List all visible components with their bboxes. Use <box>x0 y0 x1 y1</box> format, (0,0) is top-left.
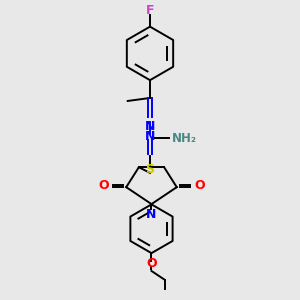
Text: S: S <box>146 163 154 176</box>
Text: N: N <box>145 120 155 133</box>
Text: F: F <box>146 4 154 17</box>
Text: N: N <box>145 130 155 143</box>
Text: O: O <box>146 257 157 270</box>
Text: NH₂: NH₂ <box>172 132 197 145</box>
Text: O: O <box>98 179 109 193</box>
Text: N: N <box>146 208 157 221</box>
Text: O: O <box>194 179 205 193</box>
